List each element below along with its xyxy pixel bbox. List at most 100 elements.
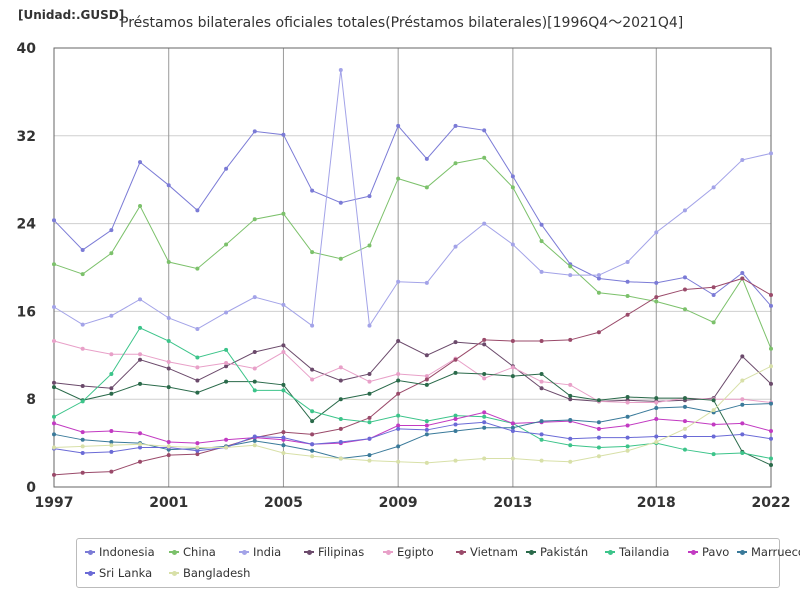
data-point-egipto bbox=[138, 352, 143, 357]
data-point-marruecos bbox=[396, 444, 401, 449]
legend-swatch bbox=[169, 570, 179, 576]
data-point-marruecos bbox=[539, 419, 544, 424]
data-point-indonesia bbox=[424, 156, 429, 161]
data-point-egipto bbox=[654, 400, 659, 405]
data-point-india bbox=[80, 322, 85, 327]
legend-label: India bbox=[253, 545, 282, 559]
data-point-india bbox=[138, 297, 143, 302]
data-point-bangladesh bbox=[195, 445, 200, 450]
data-point-sri-lanka bbox=[625, 435, 630, 440]
data-point-pavo bbox=[80, 430, 85, 435]
data-point-marruecos bbox=[281, 443, 286, 448]
data-point-filipinas bbox=[453, 340, 458, 345]
data-point-filipinas bbox=[367, 371, 372, 376]
data-point-indonesia bbox=[654, 280, 659, 285]
data-point-indonesia bbox=[195, 208, 200, 213]
data-point-india bbox=[367, 323, 372, 328]
data-point-tailandia bbox=[396, 413, 401, 418]
data-point-vietnam bbox=[52, 472, 56, 477]
data-point-india bbox=[596, 273, 601, 278]
data-point-egipto bbox=[252, 366, 257, 371]
data-point-vietnam bbox=[682, 287, 687, 292]
series-line-china bbox=[53, 157, 772, 349]
unit-label: [Unidad:.GUSD] bbox=[18, 8, 125, 22]
x-tick-label: 2005 bbox=[264, 495, 303, 511]
legend-item: India bbox=[239, 545, 281, 559]
data-point-marruecos bbox=[510, 425, 515, 430]
legend-label: Sri Lanka bbox=[99, 566, 153, 580]
data-point-china bbox=[654, 299, 659, 304]
data-point-bangladesh bbox=[166, 444, 171, 449]
legend-label: Vietnam bbox=[470, 545, 518, 559]
series-line-indonesia bbox=[53, 124, 772, 307]
data-point-egipto bbox=[52, 339, 56, 344]
data-point-filipinas bbox=[310, 367, 315, 372]
y-tick-label: 32 bbox=[17, 129, 36, 145]
x-tick-label: 1997 bbox=[35, 495, 74, 511]
data-point-tailandia bbox=[310, 409, 315, 414]
data-point-sri-lanka bbox=[80, 450, 85, 455]
data-point-filipinas bbox=[568, 397, 573, 402]
data-point-marruecos bbox=[310, 448, 315, 453]
data-point-bangladesh bbox=[539, 458, 544, 463]
legend-swatch bbox=[383, 549, 393, 555]
data-point-india bbox=[682, 208, 687, 213]
data-point-filipinas bbox=[482, 342, 487, 347]
data-point-india bbox=[482, 221, 487, 226]
legend-item: Marruecos bbox=[737, 545, 800, 559]
data-point-marruecos bbox=[52, 432, 56, 437]
data-point-vietnam bbox=[338, 426, 343, 431]
data-point-pakistan bbox=[482, 371, 487, 376]
data-point-india bbox=[769, 151, 773, 156]
data-point-indonesia bbox=[224, 166, 229, 171]
series-line-pakistan bbox=[53, 372, 772, 466]
data-point-vietnam bbox=[310, 432, 315, 437]
data-point-pakistan bbox=[338, 397, 343, 402]
data-point-indonesia bbox=[338, 200, 343, 205]
data-point-india bbox=[281, 302, 286, 307]
data-point-bangladesh bbox=[281, 450, 286, 455]
data-point-bangladesh bbox=[654, 440, 659, 445]
data-point-pavo bbox=[769, 429, 773, 434]
data-point-tailandia bbox=[424, 419, 429, 424]
legend-swatch bbox=[526, 549, 536, 555]
data-point-pavo bbox=[166, 440, 171, 445]
data-point-india bbox=[310, 323, 315, 328]
data-point-egipto bbox=[510, 365, 515, 370]
data-point-vietnam bbox=[195, 452, 200, 457]
data-point-filipinas bbox=[195, 378, 200, 383]
data-point-china bbox=[195, 266, 200, 271]
data-point-sri-lanka bbox=[195, 448, 200, 453]
data-point-pavo bbox=[424, 423, 429, 428]
data-point-india bbox=[195, 326, 200, 331]
data-point-tailandia bbox=[166, 339, 171, 344]
data-point-sri-lanka bbox=[109, 449, 114, 454]
data-point-filipinas bbox=[52, 380, 56, 385]
data-point-bangladesh bbox=[367, 458, 372, 463]
series-line-india bbox=[53, 69, 772, 330]
data-point-filipinas bbox=[740, 354, 745, 359]
data-point-sri-lanka bbox=[482, 420, 487, 425]
legend-label: Pavo bbox=[702, 545, 730, 559]
data-point-tailandia bbox=[568, 443, 573, 448]
data-point-india bbox=[568, 273, 573, 278]
data-point-vietnam bbox=[424, 377, 429, 382]
legend-item: Pavo bbox=[688, 545, 729, 559]
legend-swatch bbox=[605, 549, 615, 555]
x-tick-label: 2022 bbox=[752, 495, 791, 511]
data-point-pakistan bbox=[195, 390, 200, 395]
data-point-india bbox=[654, 230, 659, 235]
data-point-india bbox=[424, 280, 429, 285]
data-point-china bbox=[224, 242, 229, 247]
data-point-egipto bbox=[166, 359, 171, 364]
data-point-bangladesh bbox=[682, 426, 687, 431]
data-point-pavo bbox=[740, 421, 745, 426]
data-point-pakistan bbox=[52, 385, 56, 390]
data-point-pakistan bbox=[539, 371, 544, 376]
data-point-egipto bbox=[195, 365, 200, 370]
data-point-tailandia bbox=[769, 456, 773, 461]
data-point-egipto bbox=[338, 365, 343, 370]
data-point-marruecos bbox=[109, 440, 114, 445]
data-point-china bbox=[52, 262, 56, 267]
data-point-india bbox=[109, 313, 114, 318]
